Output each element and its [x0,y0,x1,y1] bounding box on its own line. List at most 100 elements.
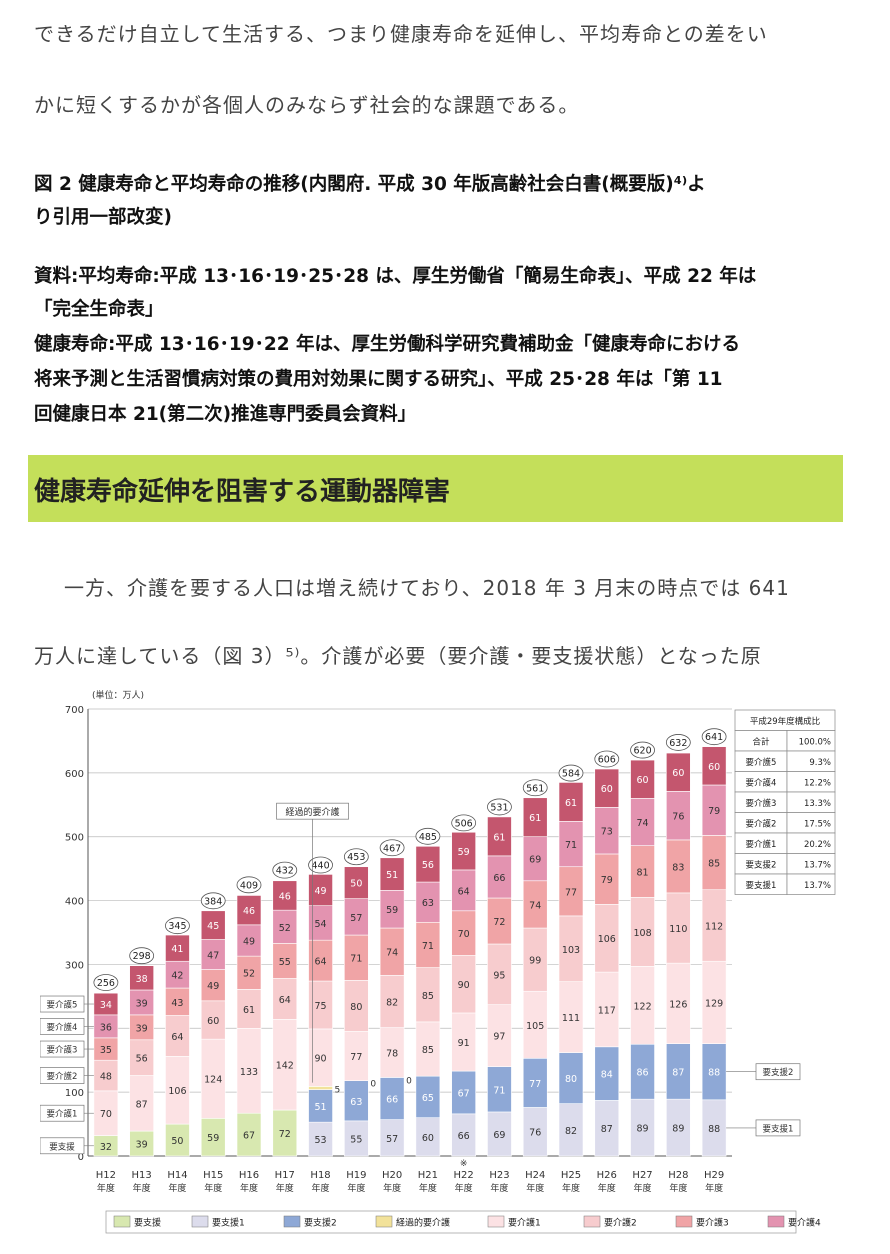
bar-value-label: 85 [422,991,434,1002]
right-series-label: 要支援1 [763,1123,794,1134]
composition-table-value: 9.3% [809,758,831,768]
x-tick-label: H23 [489,1170,509,1181]
left-series-label: 要介護2 [47,1071,78,1082]
bar-value-label: 60 [708,762,720,773]
x-tick-label: H19 [346,1170,366,1181]
right-series-label-box [755,1119,801,1137]
total-label: 432 [276,866,294,877]
legend-swatch [375,1215,393,1228]
bar-segment [487,1066,512,1113]
bar-value-label: 65 [422,1093,434,1104]
bar-value-label: 108 [633,928,651,939]
bar-value-label: 39 [136,998,148,1009]
bar-segment [487,1004,512,1067]
x-tick-label: H27 [632,1170,652,1181]
unit-label: (単位：万人) [92,689,144,701]
bar-value-label: 54 [315,919,327,930]
bar-value-label: 59 [386,905,398,916]
bar-value-label: 53 [315,1135,327,1146]
x-tick-label: H26 [597,1170,617,1181]
bar-segment [415,881,441,923]
total-oval [379,839,405,857]
bar-value-label: 142 [276,1061,294,1072]
bar-value-label: 39 [136,1023,148,1034]
x-tick-label: H17 [275,1170,295,1181]
total-oval [415,827,441,845]
figure2-source-line1: 資料:平均寿命:平成 13･16･19･25･28 は、厚生労働省「簡易生命表」… [34,266,757,287]
bar-segment [415,845,441,883]
bar-value-label: 84 [601,1070,613,1081]
total-oval [236,876,262,894]
legend-swatch [675,1215,693,1228]
composition-table-title: 平成29年度構成比 [750,716,820,727]
total-oval [665,734,691,751]
bar-value-label: 60 [422,1133,434,1144]
x-tick-label: H22 [454,1170,474,1181]
bar-segment [558,1052,584,1104]
total-label: 620 [633,746,651,757]
x-tick-label: H28 [668,1170,688,1181]
bar-value-label: 41 [171,944,183,955]
bar-value-label: 77 [350,1052,362,1063]
bar-value-label: 0 [370,1080,376,1090]
total-label: 506 [455,818,473,829]
total-oval [451,814,477,832]
bar-segment [630,1098,655,1157]
x-tick-suffix: 年度 [705,1182,723,1194]
x-tick-suffix: 年度 [455,1182,473,1194]
bar-value-label: 117 [598,1005,616,1016]
bar-value-label: 95 [493,970,505,981]
bar-segment [666,962,691,1044]
total-oval [630,741,655,759]
bar-segment [236,1027,262,1114]
left-series-label: 要介護3 [47,1045,78,1056]
total-oval [308,856,333,874]
legend-swatch [487,1215,505,1228]
bar-value-label: 32 [100,1142,112,1153]
x-tick-suffix: 年度 [240,1182,258,1194]
bar-value-label: 105 [526,1021,544,1032]
bar-value-label: 50 [350,879,362,890]
bar-value-label: 76 [672,812,684,823]
x-tick-label: H25 [561,1170,581,1181]
bar-value-label: 56 [422,860,434,871]
body-line-1: できるだけ自立して生活する、つまり健康寿命を延伸し、平均寿命との差をい [34,22,768,46]
x-tick-label: H24 [525,1170,545,1181]
bar-segment [379,927,405,976]
bar-value-label: 46 [279,891,291,902]
annotation-label: 経過的要介護 [286,806,340,818]
composition-table-value: 100.0% [799,738,831,748]
composition-table-label: 要支援2 [746,860,777,871]
bar-value-label: 87 [672,1067,684,1078]
bar-value-label: 47 [207,951,219,962]
total-label: 561 [526,783,544,794]
x-tick-suffix: 年度 [347,1182,365,1194]
bar-value-label: 64 [171,1032,183,1043]
composition-table-label: 要介護1 [746,839,777,850]
bar-value-label: 77 [565,887,577,898]
bar-value-label: 49 [315,886,327,897]
bar-segment [236,924,262,957]
bar-value-label: 82 [565,1126,577,1137]
bar-value-label: 69 [493,1130,505,1141]
x-tick-label: H16 [239,1170,259,1181]
bar-segment [272,943,298,979]
total-oval [343,848,369,866]
legend-box [105,1210,797,1234]
bar-segment [522,1057,548,1108]
figure3: (単位：万人)010020030040050060070032704835363… [39,686,890,1246]
bar-value-label: 52 [243,969,255,980]
bar-segment [200,1038,226,1119]
bar-segment [129,989,154,1016]
bar-value-label: 74 [637,818,649,829]
y-tick-label: 600 [65,769,84,780]
bar-segment [200,969,226,1002]
figure2-source-line4: 将来予測と生活習慣病対策の費用対効果に関する研究」、平成 25･28 年は「第 … [34,369,723,390]
bar-segment [272,1109,298,1157]
legend-swatch [191,1215,209,1228]
bar-value-label: 43 [171,998,183,1009]
composition-table-cell [786,873,836,895]
bar-segment [594,768,620,808]
bar-value-label: 64 [315,957,327,968]
x-tick-suffix: 年度 [276,1182,294,1194]
